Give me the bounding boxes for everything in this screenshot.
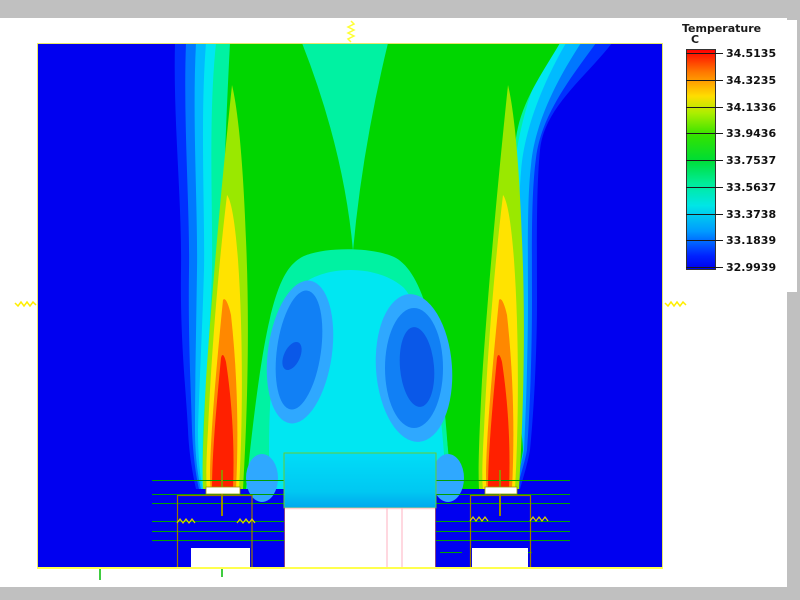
plume-left-red-core — [212, 354, 234, 489]
source-symbols — [14, 20, 687, 524]
heater-cavity-left — [191, 548, 250, 568]
resistor-symbol-right-2 — [529, 516, 549, 522]
central-box-solid — [285, 508, 435, 568]
central-block — [283, 452, 437, 568]
legend-tick-label: 34.1336 — [726, 101, 777, 114]
legend-tick — [686, 187, 723, 188]
heater-cavity-right — [472, 548, 528, 568]
resistor-symbol-right-1 — [469, 516, 489, 522]
legend-tick-label: 33.9436 — [726, 127, 777, 140]
legend-tick — [686, 80, 723, 81]
heater-plate-left — [205, 486, 241, 495]
legend-tick — [686, 214, 723, 215]
legend: Temperature C 34.5135 34.3235 34.1336 33… — [676, 20, 797, 292]
contour-band-green — [204, 43, 560, 489]
component-outlines — [176, 494, 532, 569]
vent-symbol-left — [14, 300, 37, 308]
box-flank-blue-left — [246, 454, 278, 502]
legend-tick — [686, 107, 723, 108]
heated-plates — [205, 470, 518, 516]
mesh-lines — [152, 480, 570, 553]
legend-unit: C — [691, 33, 700, 46]
recirculation-left-core — [282, 341, 302, 371]
legend-tick-label: 33.3738 — [726, 208, 777, 221]
legend-tick-label: 34.3235 — [726, 74, 777, 87]
vent-symbol-top — [346, 20, 356, 43]
contour-plot[interactable] — [0, 18, 700, 587]
legend-tick — [686, 53, 723, 54]
legend-title: Temperature — [682, 22, 762, 35]
plume-right — [478, 85, 524, 489]
box-flank-blue-right — [432, 454, 464, 502]
central-box-fluid — [283, 452, 437, 509]
resistor-symbol-left-2 — [236, 518, 256, 524]
legend-tick — [686, 160, 723, 161]
legend-tick-label: 33.1839 — [726, 234, 777, 247]
legend-tick-label: 32.9939 — [726, 261, 777, 274]
legend-tick-label: 33.5637 — [726, 181, 777, 194]
recirculation-right-core — [399, 327, 435, 407]
legend-tick — [686, 133, 723, 134]
spring-wedge-top — [302, 43, 388, 251]
render-canvas — [0, 18, 787, 587]
resistor-symbol-left-1 — [176, 518, 196, 524]
legend-tick-label: 33.7537 — [726, 154, 777, 167]
legend-tick — [686, 240, 723, 241]
plume-left — [202, 85, 248, 489]
legend-colorbar — [686, 49, 716, 270]
legend-tick-label: 34.5135 — [726, 47, 777, 60]
vent-symbol-right — [664, 300, 687, 308]
plume-right-red-core — [488, 354, 510, 489]
heater-plate-right — [484, 486, 518, 495]
central-arch — [246, 43, 464, 502]
legend-tick — [686, 267, 723, 268]
